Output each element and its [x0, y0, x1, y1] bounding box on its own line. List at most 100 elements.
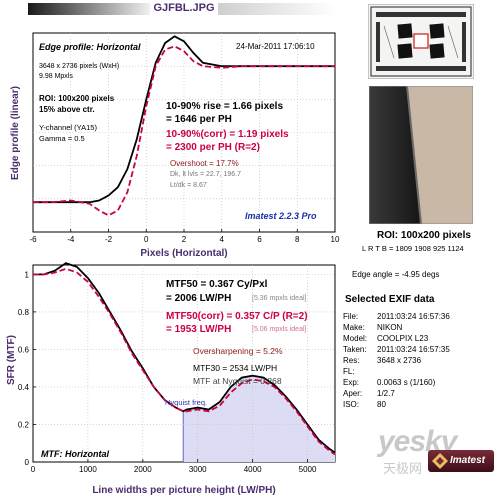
- exif-value: COOLPIX L23: [377, 334, 429, 343]
- exif-value: NIKON: [377, 323, 403, 332]
- exif-row: ISO: 80: [343, 400, 386, 409]
- exif-key: Aper:: [343, 389, 363, 398]
- mtf50-corr-ideal: [5.06 mpxls ideal]: [252, 326, 307, 333]
- edge-dk-levels: Dk, lt lvls = 22.7, 196.7: [170, 171, 242, 178]
- edge-ticks: -6 -4 -2 0 2 4 6 8 10: [29, 229, 340, 244]
- mtf-y-tick-label: 1: [25, 270, 30, 279]
- edge-ylabel: Edge profile (linear): [10, 86, 21, 180]
- roi-crop-image: [369, 86, 473, 224]
- edge-title: Edge profile: Horizontal: [39, 42, 141, 52]
- mtf-grid: [33, 265, 335, 462]
- exif-row: File: 2011:03:24 16:57:36: [343, 312, 450, 321]
- exif-value: 0.0063 s (1/160): [377, 378, 436, 387]
- filename-title: GJFBL.JPG: [153, 2, 215, 14]
- edge-series-uncorrected: [33, 35, 335, 204]
- mtf-y-tick-label: 0.2: [18, 420, 30, 429]
- exif-key: Make:: [343, 323, 365, 332]
- edge-gamma: Gamma = 0.5: [39, 134, 85, 143]
- mtf-y-tick-label: 0: [25, 458, 30, 467]
- mtf50-line2: = 2006 LW/PH: [166, 293, 232, 304]
- mtf-nyquist-fill: [183, 375, 335, 462]
- edge-x-tick-label: -4: [67, 235, 75, 244]
- imatest-badge: Imatest: [428, 450, 494, 472]
- edge-angle: Edge angle = -4.95 degs: [352, 270, 440, 279]
- edge-datetime: 24-Mar-2011 17:06:10: [236, 42, 315, 51]
- mtf-xlabel: Line widths per picture height (LW/PH): [92, 485, 275, 496]
- mtf-title: MTF: Horizontal: [41, 449, 109, 459]
- edge-version: Imatest 2.2.3 Pro: [245, 211, 317, 221]
- edge-x-tick-label: 0: [144, 235, 149, 244]
- edge-x-tick-label: 8: [295, 235, 300, 244]
- mtf-nyquist-label: Nyquist freq.: [165, 398, 207, 407]
- exif-value: 80: [377, 400, 386, 409]
- exif-value: 3648 x 2736: [377, 356, 422, 365]
- edge-above: 15% above ctr.: [39, 105, 95, 114]
- mtf-y-tick-label: 0.4: [18, 383, 30, 392]
- roi-lrtb: L R T B = 1809 1908 925 1124: [362, 244, 464, 253]
- roi-caption: ROI: 100x200 pixels: [377, 230, 471, 241]
- exif-value: 2011:03:24 16:57:35: [377, 345, 450, 354]
- mtf-x-tick-label: 3000: [189, 465, 207, 474]
- mtf-series-uncorrected: [33, 262, 336, 454]
- exif-title: Selected EXIF data: [345, 294, 435, 305]
- edge-x-tick-label: -6: [29, 235, 37, 244]
- mtf-x-tick-label: 1000: [79, 465, 97, 474]
- mtf-y-tick-label: 0.6: [18, 345, 30, 354]
- edge-channel: Y-channel (YA15): [39, 123, 97, 132]
- mtf50-corr-line1: MTF50(corr) = 0.357 C/P (R=2): [166, 311, 308, 322]
- watermark-sub: 天极网: [383, 461, 423, 476]
- exif-row: FL:: [343, 367, 377, 376]
- exif-row: Model: COOLPIX L23: [343, 334, 428, 343]
- mtf-x-tick-label: 0: [31, 465, 36, 474]
- mtf-ylabel: SFR (MTF): [6, 335, 17, 385]
- test-chart-thumbnail: [368, 4, 474, 79]
- edge-profile-chart: -6 -4 -2 0 2 4 6 8 10 Edge profile (linear) Pixe…: [10, 32, 340, 259]
- mtf-x-tick-label: 4000: [244, 465, 262, 474]
- mtf-series-corrected: [33, 267, 336, 456]
- exif-row: Taken: 2011:03:24 16:57:35: [343, 345, 450, 354]
- edge-x-tick-label: 4: [220, 235, 225, 244]
- exif-key: ISO:: [343, 400, 360, 409]
- edge-x-tick-label: -2: [105, 235, 113, 244]
- edge-roi: ROI: 100x200 pixels: [39, 94, 115, 103]
- mtf50-corr-line2: = 1953 LW/PH: [166, 324, 232, 335]
- imatest-logo-icon: [432, 453, 448, 469]
- exif-row: Res: 3648 x 2736: [343, 356, 421, 365]
- exif-row: Aper: 1/2.7: [343, 389, 395, 398]
- exif-key: Exp:: [343, 378, 360, 387]
- mtf30: MTF30 = 2534 LW/PH: [193, 363, 278, 373]
- edge-lt-dk: Lt/dk = 8.67: [170, 182, 207, 189]
- edge-rise-line2: = 1646 per PH: [166, 114, 232, 125]
- mtf-oversharpening: Oversharpening = 5.2%: [193, 346, 283, 356]
- exif-row: Make: NIKON: [343, 323, 402, 332]
- exif-key: Res:: [343, 356, 360, 365]
- mtf-ticks: 0 1000 2000 3000 4000 5000 0 0.2 0.4 0.6 0.8 1: [18, 270, 317, 474]
- edge-x-tick-label: 2: [182, 235, 187, 244]
- mtf-at-nyquist: MTF at Nyquist = 0.268: [193, 376, 282, 386]
- edge-mpxls: 9.98 Mpxls: [39, 73, 73, 80]
- gradient-bar: [28, 3, 150, 15]
- mtf-x-tick-label: 5000: [299, 465, 317, 474]
- mtf-chart: 0 1000 2000 3000 4000 5000 0 0.2 0.4 0.6 0.8 1 Nyqu…: [6, 262, 336, 496]
- edge-xlabel: Pixels (Horizontal): [140, 248, 227, 259]
- exif-key: FL:: [343, 367, 355, 376]
- edge-size: 3648 x 2736 pixels (WxH): [39, 63, 120, 70]
- edge-corr-line1: 10-90%(corr) = 1.19 pixels: [166, 129, 289, 140]
- exif-key: Taken:: [343, 345, 367, 354]
- mtf50-line1: MTF50 = 0.367 Cy/Pxl: [166, 279, 268, 290]
- exif-value: 2011:03:24 16:57:36: [377, 312, 450, 321]
- edge-rise-line1: 10-90% rise = 1.66 pixels: [166, 101, 284, 112]
- mtf-y-tick-label: 0.8: [18, 308, 30, 317]
- edge-overshoot: Overshoot = 17.7%: [170, 159, 239, 168]
- exif-key: Model:: [343, 334, 368, 343]
- gradient-bar-right: [218, 3, 336, 15]
- mtf-x-tick-label: 2000: [134, 465, 152, 474]
- imatest-badge-label: Imatest: [450, 455, 486, 466]
- mtf50-ideal: [5.36 mpxls ideal]: [252, 295, 307, 302]
- exif-key: File:: [343, 312, 359, 321]
- edge-corr-line2: = 2300 per PH (R=2): [166, 142, 260, 153]
- exif-value: 1/2.7: [377, 389, 395, 398]
- edge-x-tick-label: 10: [331, 235, 340, 244]
- edge-series-corrected: [33, 45, 335, 217]
- exif-row: Exp: 0.0063 s (1/160): [343, 378, 435, 387]
